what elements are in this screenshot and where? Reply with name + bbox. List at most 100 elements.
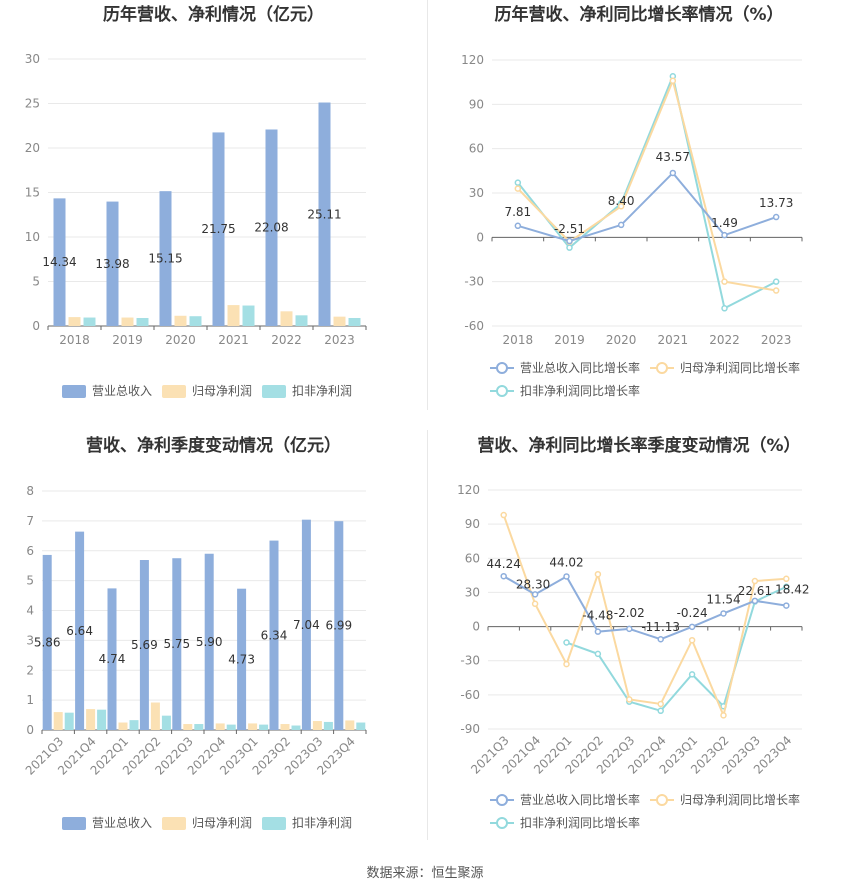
bar [129, 720, 139, 730]
bar [107, 588, 117, 730]
series-point [531, 591, 539, 598]
legend-label: 营业总收入 [92, 384, 152, 398]
bar [333, 316, 346, 326]
data-label: -2.02 [614, 606, 645, 620]
series-point [783, 575, 790, 583]
y-tick-label: 120 [461, 53, 484, 67]
data-label: 5.86 [34, 635, 61, 649]
series-point [772, 278, 780, 285]
y-tick-label: 0 [476, 230, 484, 244]
bar [291, 725, 301, 730]
y-tick-label: -60 [464, 319, 484, 333]
series-line [517, 77, 777, 292]
legend-swatch-marker [496, 817, 508, 829]
chart-title: 历年营收、净利同比增长率情况（%） [494, 4, 783, 25]
legend-swatch-marker [496, 362, 508, 374]
data-label: 44.02 [549, 555, 583, 569]
y-tick-label: -60 [460, 688, 480, 702]
chart-annual-revenue-profit-svg: 历年营收、净利情况（亿元） 0 5 10 15 20 25 30 2018 2019 2020 202… [25, 4, 367, 398]
chart-quarterly-growth-svg: 营收、净利同比增长率季度变动情况（%）-90-60-30030609012020… [457, 435, 809, 830]
legend-swatch [262, 817, 286, 830]
bar [86, 709, 96, 730]
series-point [721, 305, 728, 312]
series-point [617, 221, 625, 229]
x-tick-label: 2019 [112, 333, 143, 347]
bar [237, 588, 247, 730]
divider-bottom [427, 430, 428, 840]
data-label: 5.75 [163, 637, 190, 651]
y-tick-label: 30 [25, 52, 40, 66]
data-label: 11.54 [706, 592, 740, 606]
legend-label: 归母净利润 [192, 816, 252, 830]
divider-top [427, 0, 428, 410]
data-label: 28.30 [516, 577, 550, 591]
data-label: 6.64 [66, 624, 93, 638]
bar [212, 132, 225, 326]
series-point [720, 610, 727, 617]
y-tick-label: 15 [25, 186, 40, 200]
legend-label: 归母净利润同比增长率 [680, 360, 800, 375]
x-tick-label: 2021 [658, 333, 689, 347]
legend-label: 营业总收入同比增长率 [520, 360, 640, 375]
data-label: 14.34 [42, 255, 76, 269]
data-label: 18.42 [775, 583, 809, 597]
y-tick-label: 5 [26, 574, 34, 588]
y-tick-label: 90 [465, 517, 480, 531]
series-point [566, 237, 573, 245]
series-point [783, 583, 790, 590]
bar [215, 723, 225, 730]
legend-swatch-marker [656, 362, 668, 374]
bar [42, 554, 52, 730]
series-point [669, 169, 677, 177]
data-label: 15.15 [148, 252, 182, 266]
bar [280, 724, 290, 730]
data-label: 43.57 [656, 150, 690, 164]
y-tick-label: 120 [457, 483, 480, 497]
data-label: 4.74 [99, 652, 126, 666]
y-tick-label: 30 [465, 585, 480, 599]
series-line [566, 585, 787, 712]
series-point [594, 570, 602, 578]
data-label: 21.75 [201, 222, 235, 236]
legend-label: 归母净利润 [192, 384, 252, 398]
bar [269, 540, 279, 730]
y-tick-label: 90 [469, 97, 484, 111]
y-tick-label: 25 [25, 97, 40, 111]
data-label: -2.51 [554, 222, 585, 236]
series-point [563, 660, 570, 668]
legend-label: 营业总收入同比增长率 [520, 792, 640, 807]
legend-swatch [262, 385, 286, 398]
bar [136, 317, 149, 326]
y-tick-label: 30 [469, 186, 484, 200]
series-point [514, 179, 522, 186]
y-tick-label: 10 [25, 230, 40, 244]
y-tick-label: 20 [25, 141, 40, 155]
data-label: 8.40 [608, 194, 635, 208]
legend-swatch [162, 817, 186, 830]
series-point [594, 628, 602, 635]
bar [139, 560, 149, 730]
series-point [626, 696, 633, 703]
data-label: 1.49 [711, 216, 738, 230]
series-point [783, 602, 790, 609]
data-label: 44.24 [487, 557, 521, 571]
bar [121, 317, 134, 326]
legend-label: 营业总收入 [92, 816, 152, 830]
x-tick-label: 2021 [218, 333, 249, 347]
bar [334, 521, 344, 730]
y-tick-label: 6 [26, 544, 34, 558]
y-tick-label: 8 [26, 484, 34, 498]
series-point [657, 635, 664, 643]
legend-swatch-marker [496, 385, 508, 397]
series-point [657, 707, 664, 715]
legend-label: 扣非净利润同比增长率 [520, 815, 640, 830]
y-tick-label: 0 [32, 319, 40, 333]
x-tick-label: 2023 [324, 333, 355, 347]
bar [68, 317, 81, 326]
series-point [531, 600, 539, 608]
y-tick-label: 1 [26, 693, 34, 707]
series-line [503, 575, 787, 641]
y-tick-label: 4 [26, 604, 34, 618]
data-label: 7.04 [293, 618, 320, 632]
bar [323, 721, 333, 730]
